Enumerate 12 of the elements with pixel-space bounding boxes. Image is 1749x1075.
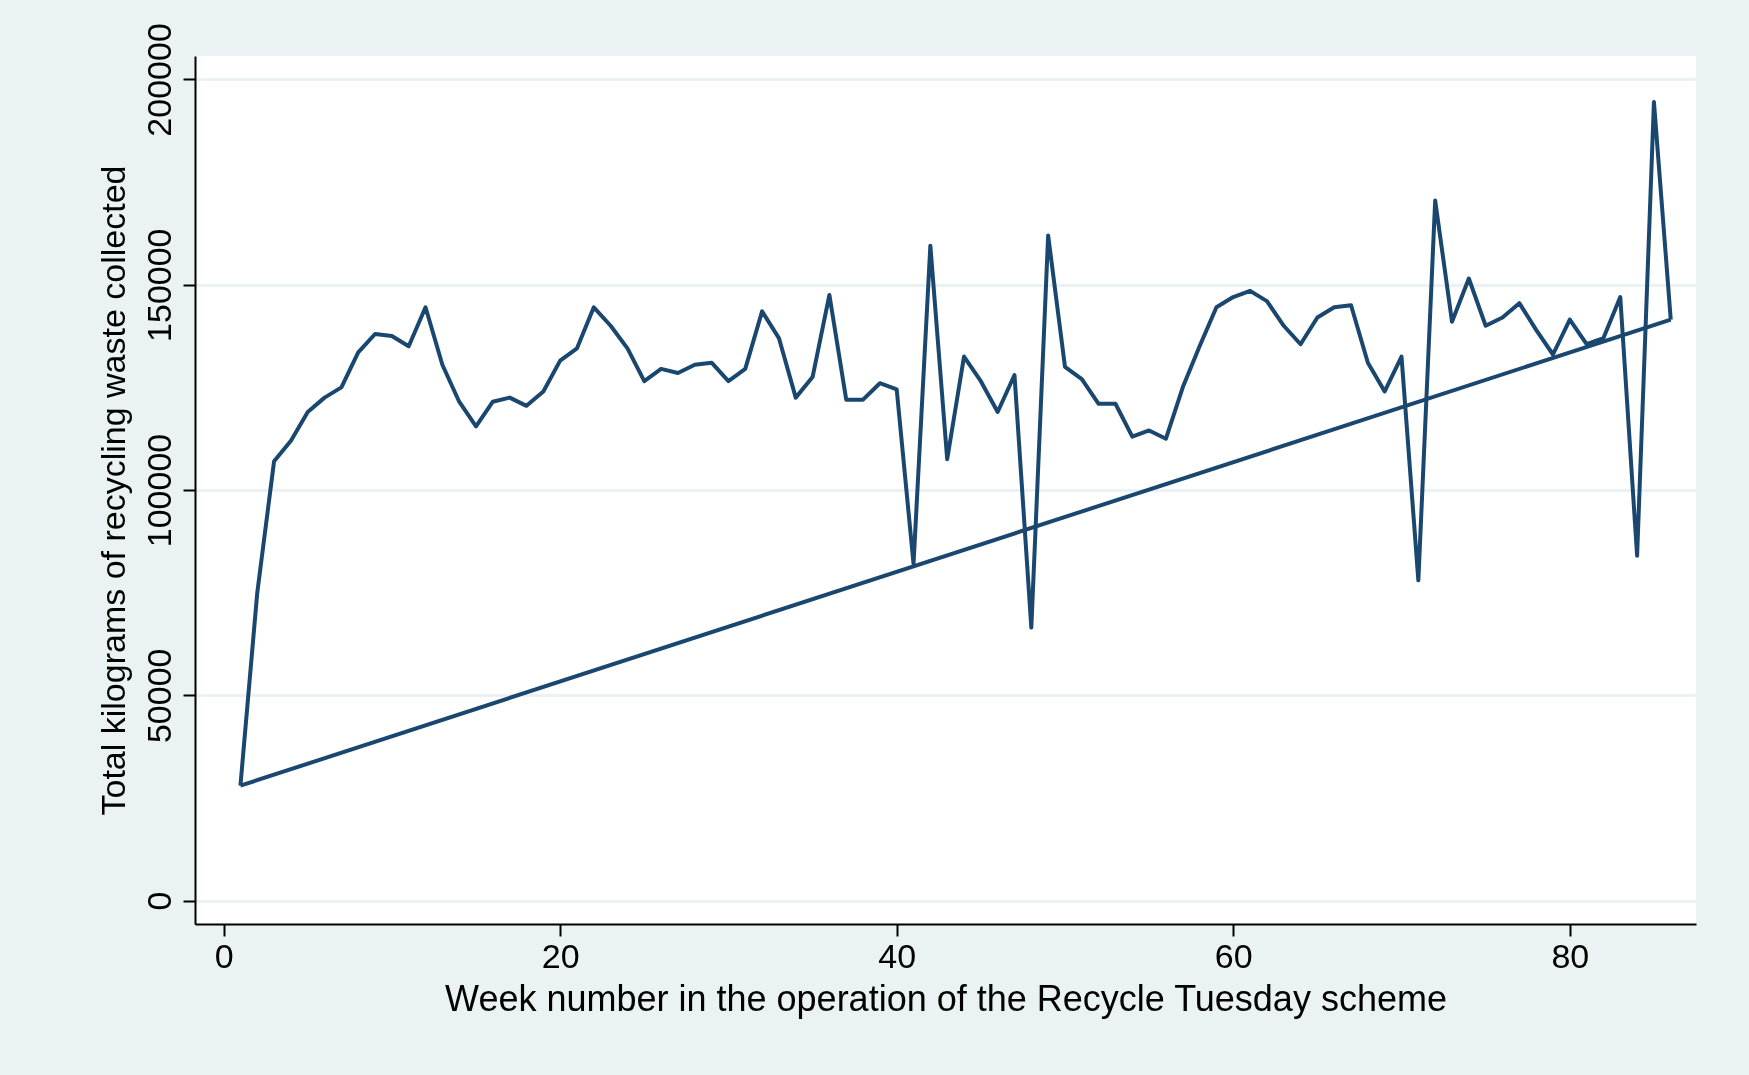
- x-tick-label: 40: [878, 936, 917, 975]
- y-tick-label: 50000: [139, 648, 178, 744]
- y-tick-label: 0: [139, 891, 178, 911]
- y-tick-label: 150000: [139, 228, 178, 342]
- y-axis-title: Total kilograms of recycling waste collected: [93, 165, 132, 816]
- y-tick-label: 200000: [139, 23, 178, 137]
- x-tick-label: 60: [1214, 936, 1253, 975]
- x-tick-label: 0: [214, 936, 234, 975]
- x-tick-label: 20: [541, 936, 580, 975]
- y-tick-label: 100000: [139, 433, 178, 548]
- x-axis-title: Week number in the operation of the Recycle Tuesday scheme: [445, 977, 1447, 1019]
- x-tick-label: 80: [1551, 936, 1590, 975]
